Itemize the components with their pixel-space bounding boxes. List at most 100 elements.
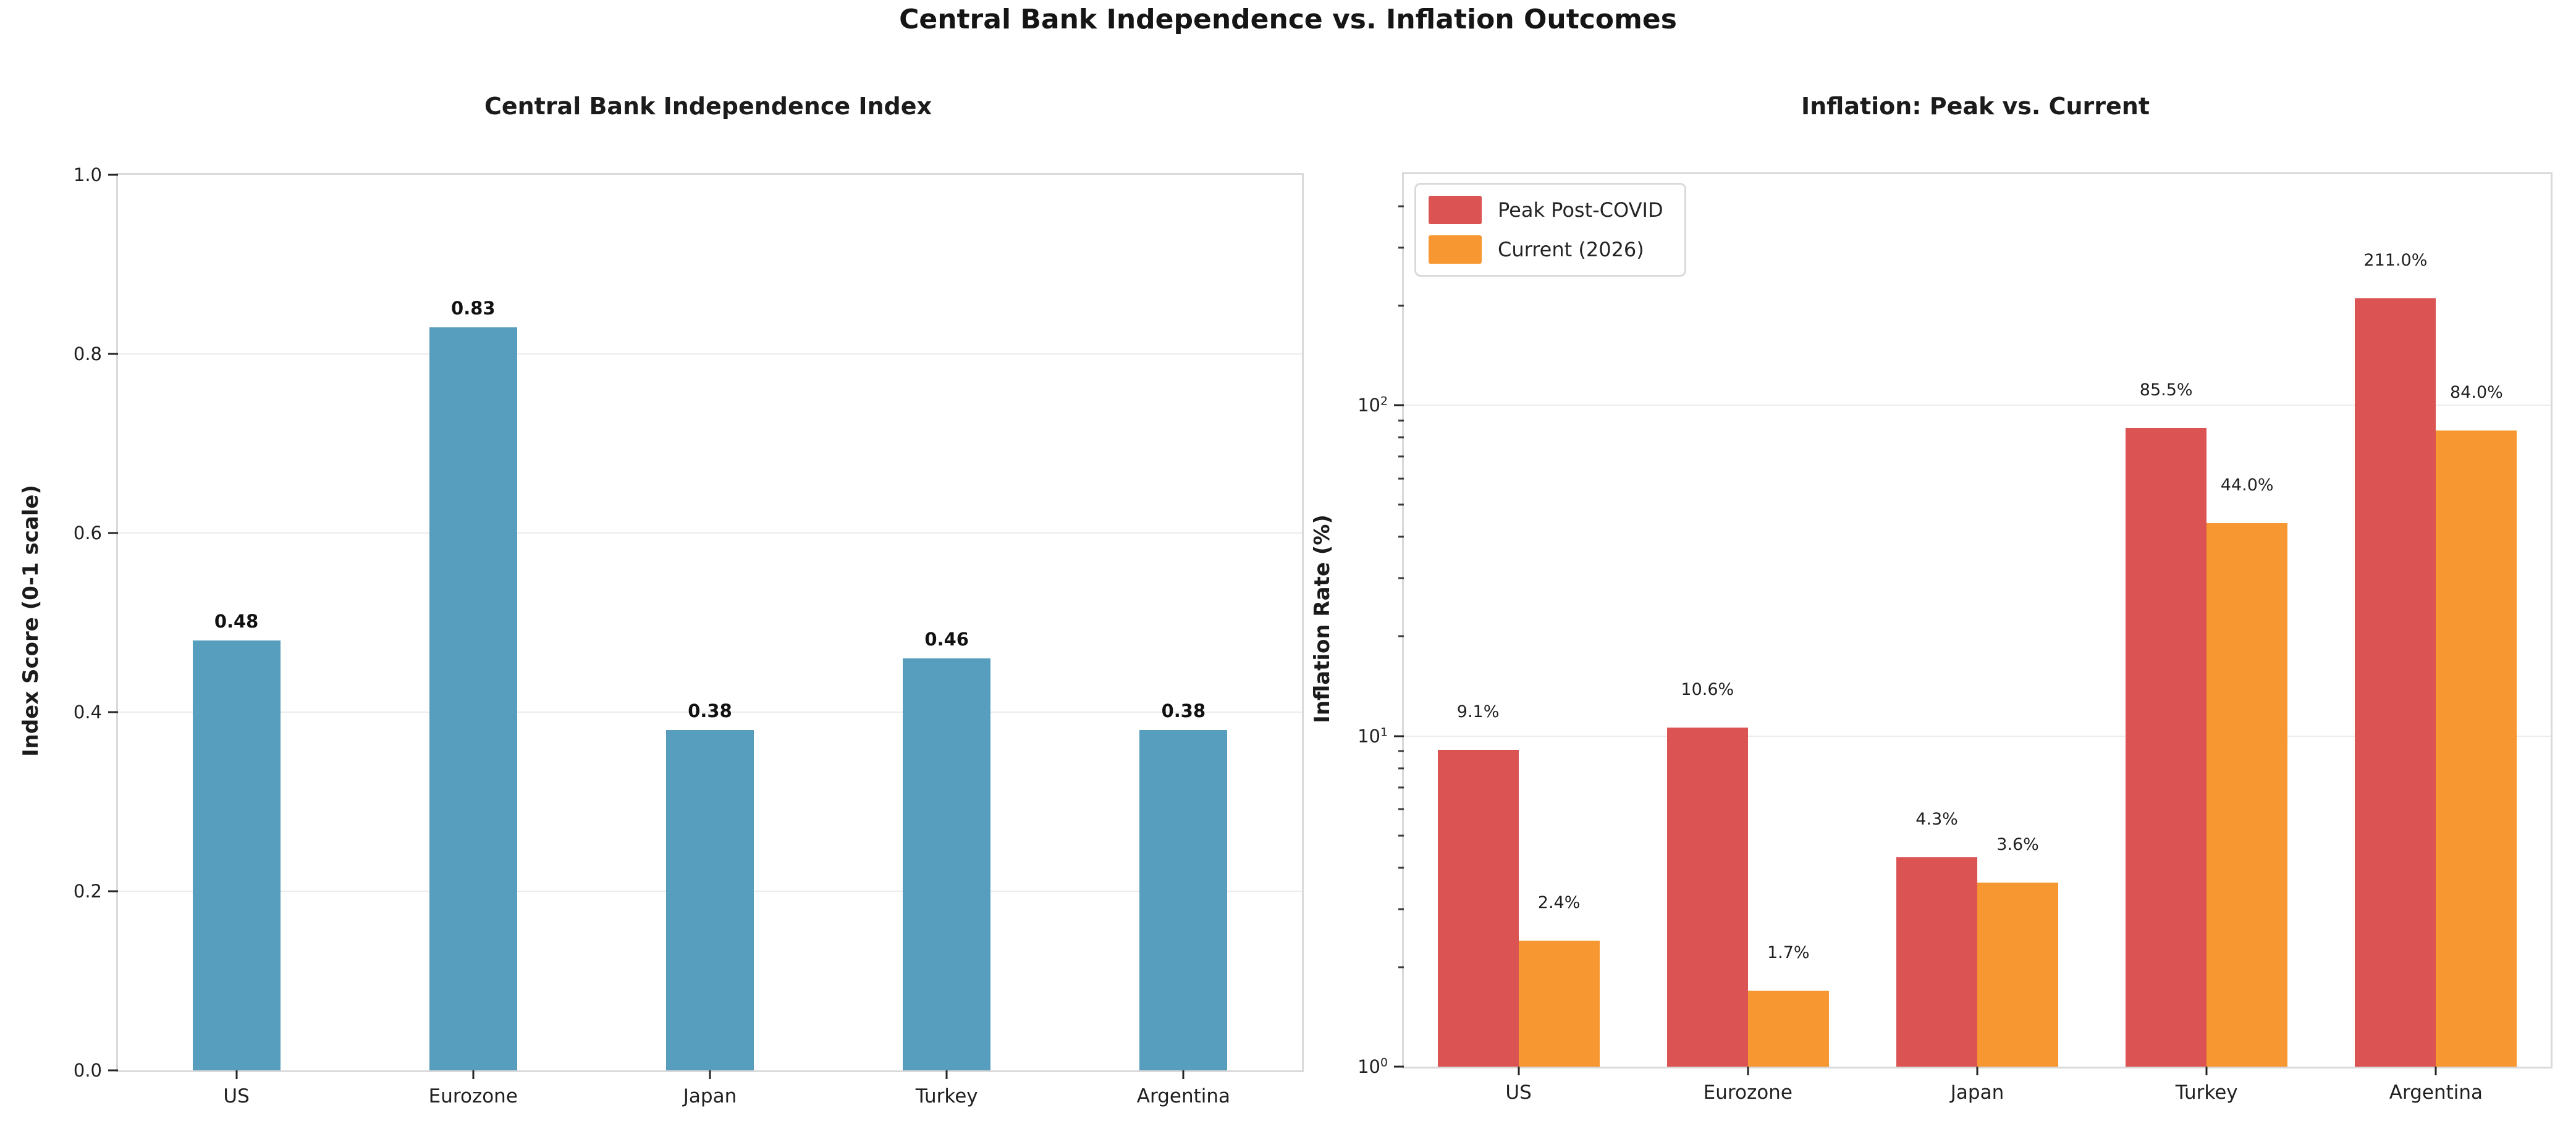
bar-value-label: 0.48	[214, 611, 259, 632]
x-tick-label: Japan	[1950, 1081, 2004, 1104]
bar-value-label: 4.3%	[1915, 809, 1958, 829]
y-minor-tick-mark	[1398, 867, 1404, 869]
x-tick-mark	[2435, 1067, 2437, 1075]
y-tick-mark	[108, 890, 118, 892]
y-minor-tick-mark	[1398, 577, 1404, 579]
independence-bar	[192, 640, 281, 1070]
legend-entry-peak: Peak Post-COVID	[1429, 196, 1663, 224]
x-tick-mark	[945, 1070, 948, 1079]
peak-inflation-bar	[2126, 427, 2207, 1067]
bar-value-label: 0.83	[451, 297, 496, 319]
inflation-y-axis-label: Inflation Rate (%)	[1310, 514, 1335, 723]
current-inflation-bar	[1747, 990, 1829, 1067]
y-minor-tick-mark	[1398, 419, 1404, 422]
independence-bar	[903, 658, 991, 1070]
peak-inflation-bar	[1666, 728, 1748, 1067]
y-minor-tick-mark	[1398, 635, 1404, 637]
independence-bar	[666, 730, 754, 1070]
x-tick-label: US	[223, 1085, 250, 1107]
x-tick-mark	[709, 1070, 711, 1079]
y-tick-label: 0.4	[73, 702, 102, 723]
current-inflation-bar	[1977, 883, 2058, 1067]
y-tick-mark	[1394, 1065, 1404, 1068]
legend-swatch-peak-icon	[1429, 196, 1482, 224]
y-minor-tick-mark	[1398, 304, 1404, 307]
y-tick-label: 101	[1358, 725, 1388, 747]
bar-value-label: 10.6%	[1681, 680, 1734, 700]
bar-value-label: 1.7%	[1767, 943, 1810, 962]
figure-title: Central Bank Independence vs. Inflation …	[899, 4, 1677, 35]
y-tick-label: 0.8	[73, 343, 102, 364]
y-minor-tick-mark	[1398, 436, 1404, 439]
gridline	[1404, 405, 2551, 406]
x-tick-label: US	[1505, 1081, 1532, 1104]
y-tick-label: 0.2	[73, 881, 102, 902]
bar-value-label: 0.38	[1161, 700, 1206, 721]
x-tick-mark	[2205, 1067, 2208, 1075]
y-tick-mark	[108, 353, 118, 355]
x-tick-label: Argentina	[1136, 1085, 1230, 1107]
y-minor-tick-mark	[1398, 908, 1404, 910]
x-tick-label: Argentina	[2389, 1081, 2483, 1104]
bar-value-label: 2.4%	[1537, 893, 1581, 913]
current-inflation-bar	[2206, 523, 2288, 1067]
y-tick-label: 1.0	[73, 164, 102, 185]
y-minor-tick-mark	[1398, 808, 1404, 810]
y-minor-tick-mark	[1398, 205, 1404, 208]
bar-value-label: 9.1%	[1456, 702, 1500, 721]
legend-swatch-current-icon	[1429, 235, 1482, 264]
independence-y-axis-label: Index Score (0-1 scale)	[19, 484, 43, 757]
y-minor-tick-mark	[1398, 767, 1404, 769]
bar-value-label: 0.46	[924, 629, 969, 650]
y-minor-tick-mark	[1398, 750, 1404, 752]
bar-value-label: 44.0%	[2220, 476, 2274, 495]
gridline	[118, 712, 1302, 713]
x-tick-label: Turkey	[915, 1085, 978, 1107]
bar-value-label: 3.6%	[1996, 835, 2039, 855]
legend-label-peak: Peak Post-COVID	[1498, 198, 1663, 222]
legend: Peak Post-COVID Current (2026)	[1414, 183, 1686, 277]
y-tick-mark	[108, 1069, 118, 1072]
bar-value-label: 0.38	[688, 700, 732, 721]
x-tick-mark	[235, 1070, 238, 1079]
y-minor-tick-mark	[1398, 477, 1404, 480]
bar-value-label: 85.5%	[2139, 380, 2193, 400]
peak-inflation-bar	[2355, 298, 2436, 1067]
current-inflation-bar	[2436, 430, 2517, 1067]
y-tick-mark	[1394, 404, 1404, 406]
peak-inflation-bar	[1896, 857, 1977, 1067]
y-minor-tick-mark	[1398, 535, 1404, 538]
y-tick-label: 100	[1358, 1056, 1388, 1077]
bar-value-label: 211.0%	[2363, 250, 2428, 270]
inflation-chart-title: Inflation: Peak vs. Current	[1801, 93, 2150, 120]
y-tick-label: 102	[1358, 395, 1388, 416]
y-tick-mark	[108, 711, 118, 713]
gridline	[1404, 735, 2551, 737]
y-minor-tick-mark	[1398, 786, 1404, 789]
y-minor-tick-mark	[1398, 966, 1404, 968]
independence-bar	[1139, 730, 1228, 1070]
bar-value-label: 84.0%	[2450, 382, 2503, 402]
x-tick-mark	[472, 1070, 475, 1079]
y-minor-tick-mark	[1398, 503, 1404, 506]
x-tick-label: Turkey	[2175, 1081, 2238, 1104]
gridline	[118, 353, 1302, 355]
x-tick-label: Eurozone	[428, 1085, 518, 1107]
independence-chart-title: Central Bank Independence Index	[484, 93, 932, 120]
x-tick-mark	[1518, 1067, 1520, 1075]
x-tick-label: Japan	[683, 1085, 737, 1107]
peak-inflation-bar	[1437, 749, 1519, 1067]
legend-label-current: Current (2026)	[1498, 238, 1644, 261]
y-minor-tick-mark	[1398, 834, 1404, 837]
y-minor-tick-mark	[1398, 246, 1404, 249]
inflation-plot-area: Peak Post-COVID Current (2026) 100 101 102…	[1358, 172, 2553, 1104]
current-inflation-bar	[1518, 941, 1600, 1067]
independence-plot-area: 0.0 0.2 0.4 0.6 0.8 1.0 0.48 0.83 0.38 0.46 0.38 US…	[74, 164, 1304, 1107]
x-tick-mark	[1747, 1067, 1749, 1075]
legend-entry-current: Current (2026)	[1429, 235, 1663, 264]
y-tick-label: 0.6	[73, 523, 102, 544]
gridline	[118, 532, 1302, 534]
y-tick-label: 0.0	[73, 1060, 102, 1081]
x-tick-label: Eurozone	[1703, 1081, 1793, 1104]
